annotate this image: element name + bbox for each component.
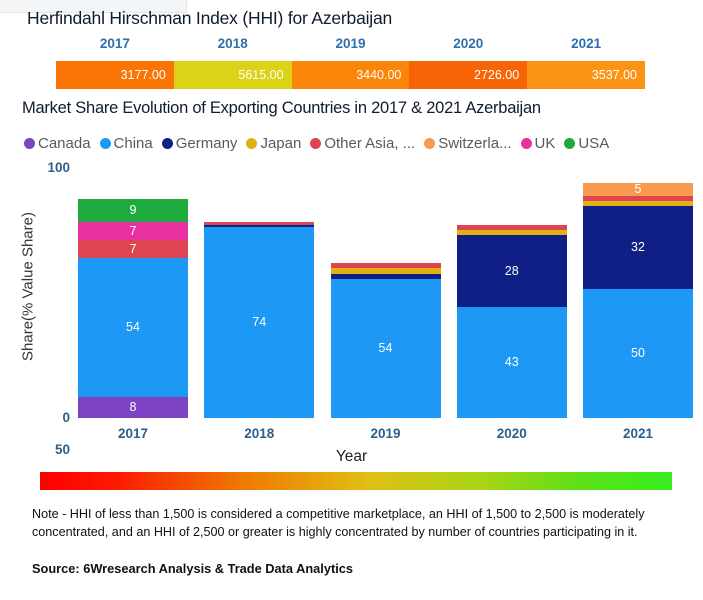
bar-segment-2017-china[interactable]: 54 [78,258,188,398]
y-tick-0: 0 [62,410,70,425]
bar-segment-2017-usa[interactable]: 9 [78,198,188,222]
y-axis-title: Share(% Value Share) [19,212,37,361]
y-tick-100: 100 [47,160,70,175]
bar-segment-2021-japan[interactable] [583,201,693,207]
legend-item-germany[interactable]: Germany [161,134,238,152]
bar-segment-2019-germany[interactable] [330,273,441,279]
x-axis-title: Year [335,448,368,465]
bar-segment-2021-germany[interactable]: 32 [583,206,693,289]
legend-item-uk[interactable]: UK [520,134,556,152]
hhi-value-2018: 5615.00 [173,61,292,89]
legend-swatch-icon [246,137,258,149]
y-tick-50: 50 [54,442,70,457]
legend-label: Germany [175,134,238,152]
bar-group: 9 7 7 54 8 74 54 28 43 5 32 50 [78,160,693,418]
hhi-value-bar: 3177.00 5615.00 3440.00 2726.00 3537.00 [56,61,645,89]
bar-segment-2018-germany[interactable] [204,224,315,228]
bar-segment-2017-uk[interactable]: 7 [78,221,188,241]
bar-segment-2017-other-asia[interactable]: 7 [78,240,188,259]
legend-swatch-icon [161,137,173,149]
hhi-year-2019: 2019 [335,36,366,51]
chart-title: Market Share Evolution of Exporting Coun… [22,99,541,117]
bar-2019[interactable]: 54 [330,263,441,418]
bar-segment-2019-other-asia[interactable] [330,263,441,269]
bar-2017[interactable]: 9 7 7 54 8 [78,198,188,418]
x-tick-2021: 2021 [622,426,654,441]
legend-swatch-icon [24,137,35,149]
legend-swatch-icon [564,137,576,149]
bar-segment-2020-germany[interactable]: 28 [456,234,567,308]
legend-label: UK [534,134,556,152]
bar-segment-2018-china[interactable]: 74 [204,227,315,418]
hhi-year-2018: 2018 [217,36,248,51]
legend-item-canada[interactable]: Canada [24,135,91,152]
hhi-year-2020: 2020 [453,36,484,51]
legend-label: Other Asia, ... [324,134,416,152]
bar-segment-2021-other-asia[interactable] [583,196,693,202]
legend-item-switzerla[interactable]: Switzerla... [424,134,512,152]
source-text: Source: 6Wresearch Analysis & Trade Data… [32,561,354,576]
hhi-title: Herfindahl Hirschman Index (HHI) for Aze… [27,8,393,28]
legend-item-other-asia[interactable]: Other Asia, ... [310,135,415,152]
legend-item-china[interactable]: China [99,134,153,152]
x-tick-2018: 2018 [244,426,275,441]
legend-label: USA [578,134,610,152]
hhi-value-2019: 3440.00 [291,61,410,89]
legend-label: Japan [260,134,302,152]
x-tick-2017: 2017 [117,426,149,441]
legend-label: China [113,134,153,152]
bar-segment-2018-other-asia[interactable] [204,221,315,225]
note-text: Note - HHI of less than 1,500 is conside… [32,507,645,540]
plot-area: Share(% Value Share) 100 50 0 9 7 7 54 8 74 54… [0,160,703,465]
hhi-value-2020: 2726.00 [409,61,528,89]
bar-2021[interactable]: 5 32 50 [583,183,693,418]
hhi-year-2021: 2021 [571,36,602,51]
legend-item-usa[interactable]: USA [564,135,609,152]
bar-segment-2020-japan[interactable] [456,229,567,235]
legend-label: Canada [38,134,91,152]
bar-segment-2020-other-asia[interactable] [456,224,567,230]
chart-legend: Canada China Germany Japan Other Asia, ... Sw… [24,132,694,154]
window-chrome-corner [0,0,187,13]
hhi-year-labels: 2017 2018 2019 2020 2021 [56,36,645,56]
bar-segment-2019-japan[interactable] [330,268,441,274]
bar-segment-2021-switzerla[interactable]: 5 [583,183,693,197]
bar-segment-2021-china[interactable]: 50 [583,289,693,418]
hhi-value-2017: 3177.00 [56,61,174,89]
x-tick-2019: 2019 [370,426,401,441]
legend-swatch-icon [99,137,111,149]
hhi-value-2021: 3537.00 [527,61,645,89]
x-tick-2020: 2020 [496,426,527,441]
bar-2020[interactable]: 28 43 [456,224,567,418]
hhi-scale-gradient [40,472,672,490]
hhi-year-2017: 2017 [99,36,130,51]
legend-label: Switzerla... [438,134,512,152]
bar-2018[interactable]: 74 [204,221,315,418]
bar-segment-2017-canada[interactable]: 8 [78,397,188,418]
legend-swatch-icon [310,137,322,149]
legend-item-japan[interactable]: Japan [246,135,301,152]
bar-segment-2019-china[interactable]: 54 [330,278,441,418]
bar-segment-2020-china[interactable]: 43 [456,307,567,418]
legend-swatch-icon [520,137,532,149]
legend-swatch-icon [424,137,436,149]
